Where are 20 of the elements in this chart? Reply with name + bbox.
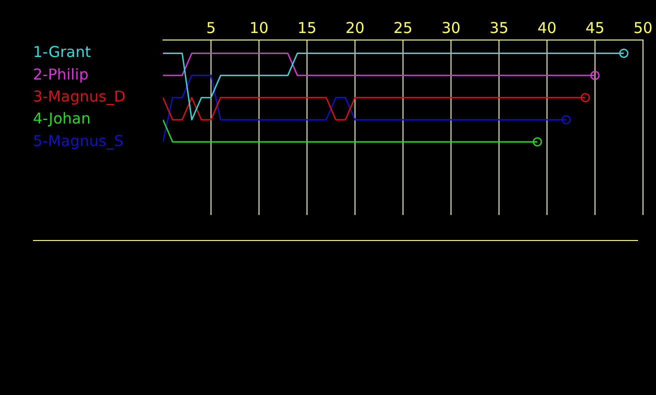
point [619, 48, 628, 58]
y-tick-label: 5-Magnus_S [33, 132, 124, 150]
x-tick-label: 45 [585, 18, 605, 37]
x-tick-label: 5 [206, 18, 216, 37]
x-tick-label: 20 [345, 18, 365, 37]
x-tick-label: 35 [489, 18, 509, 37]
x-tick-label: 25 [393, 18, 413, 37]
point [532, 137, 542, 147]
x-tick-label: 10 [249, 18, 269, 37]
x-tick-label: 50 [633, 18, 653, 37]
point [590, 70, 600, 80]
x-tick-label: 15 [297, 18, 317, 37]
y-tick-label: 4-Johan [33, 110, 91, 128]
point [562, 115, 571, 124]
x-tick-label: 40 [537, 18, 557, 37]
point [580, 92, 590, 102]
y-tick-label: 2-Philip [33, 65, 89, 84]
y-tick-label: 3-Magnus_D [33, 87, 126, 106]
y-tick-label: 1-Grant [33, 43, 91, 62]
x-tick-label: 30 [441, 18, 461, 37]
